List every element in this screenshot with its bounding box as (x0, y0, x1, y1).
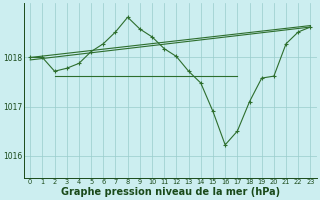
X-axis label: Graphe pression niveau de la mer (hPa): Graphe pression niveau de la mer (hPa) (61, 187, 280, 197)
